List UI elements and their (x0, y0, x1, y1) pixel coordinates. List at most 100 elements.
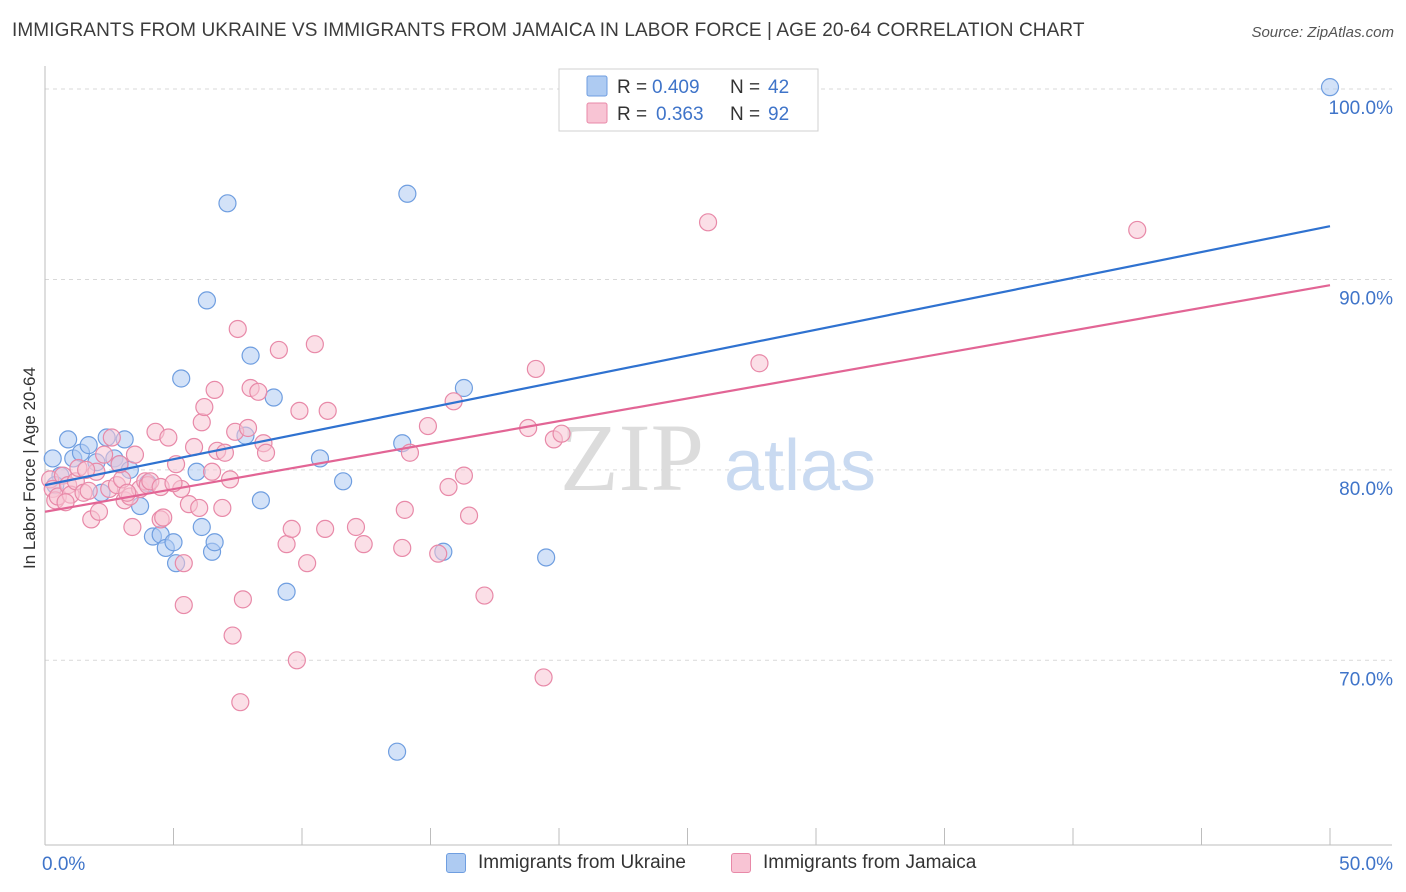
point-ukraine (59, 430, 78, 449)
watermark-atlas: atlas (724, 426, 876, 506)
legend-swatch-ukraine (586, 75, 608, 97)
point-jamaica (233, 590, 252, 609)
legend-n-label-jamaica: N = (730, 104, 760, 125)
legend-n-value-jamaica: 92 (768, 104, 789, 125)
point-jamaica (205, 380, 224, 400)
legend-label-jamaica: Immigrants from Jamaica (763, 852, 977, 873)
point-jamaica (195, 397, 214, 417)
legend-label-ukraine: Immigrants from Ukraine (478, 852, 686, 873)
point-ukraine (79, 436, 98, 455)
point-ukraine (164, 533, 183, 552)
point-ukraine (387, 742, 407, 761)
point-jamaica (750, 354, 769, 373)
source-label: Source: ZipAtlas.com (1251, 24, 1394, 41)
point-jamaica (231, 693, 250, 712)
point-jamaica (190, 498, 209, 518)
point-jamaica (102, 428, 121, 447)
point-jamaica (89, 502, 109, 521)
point-jamaica (79, 481, 98, 500)
grid-layer (45, 88, 1392, 661)
point-jamaica (316, 519, 335, 539)
point-jamaica (318, 401, 337, 420)
point-ukraine (1320, 78, 1340, 97)
point-ukraine (197, 291, 217, 310)
point-jamaica (354, 535, 373, 554)
y-tick-label: 100.0% (1329, 98, 1394, 119)
watermark: ZIP atlas (560, 404, 876, 511)
point-jamaica (213, 498, 232, 518)
point-ukraine (334, 472, 353, 491)
point-ukraine (398, 184, 417, 203)
axis-layer (44, 66, 1392, 846)
tick-labels: 70.0% 80.0% 90.0% 100.0% 0.0% 50.0% (42, 98, 1393, 875)
point-jamaica (256, 443, 276, 462)
chart-title: IMMIGRANTS FROM UKRAINE VS IMMIGRANTS FR… (12, 20, 1085, 41)
legend-swatch-jamaica (586, 102, 608, 124)
trendline-jamaica (44, 284, 1331, 513)
point-jamaica (269, 340, 288, 360)
x-tick-label: 50.0% (1339, 854, 1393, 875)
point-jamaica (395, 500, 414, 519)
point-jamaica (393, 538, 412, 558)
point-jamaica (223, 626, 242, 645)
point-jamaica (346, 517, 366, 537)
point-jamaica (202, 462, 222, 481)
point-jamaica (249, 382, 268, 401)
legend-n-label-ukraine: N = (730, 77, 760, 98)
point-jamaica (228, 319, 247, 339)
point-ukraine (264, 388, 283, 407)
point-jamaica (95, 445, 114, 464)
point-jamaica (287, 651, 306, 670)
point-jamaica (439, 477, 458, 497)
point-ukraine (241, 346, 260, 365)
point-jamaica (459, 506, 479, 525)
point-ukraine (277, 582, 296, 601)
legend-top: R = 0.409 N = 42 R = 0.363 N = 92 (558, 68, 819, 132)
trendline-ukraine (44, 225, 1331, 487)
point-jamaica (125, 445, 145, 464)
watermark-zip: ZIP (560, 404, 704, 511)
point-jamaica (305, 335, 324, 354)
point-ukraine (172, 369, 191, 388)
legend-n-value-ukraine: 42 (768, 77, 789, 98)
point-jamaica (534, 668, 553, 687)
point-jamaica (298, 554, 317, 573)
point-jamaica (429, 544, 448, 563)
legend-r-label-jamaica: R = (617, 104, 647, 125)
y-tick-label: 80.0% (1339, 479, 1393, 500)
trend-layer (44, 225, 1331, 513)
point-jamaica (290, 401, 309, 420)
points-layer (41, 78, 1340, 761)
legend-item-ukraine: Immigrants from Ukraine (446, 852, 686, 874)
point-jamaica (174, 595, 193, 615)
legend-swatch-jamaica-bottom (731, 853, 751, 873)
point-jamaica (174, 554, 193, 573)
point-jamaica (552, 424, 571, 443)
point-jamaica (282, 519, 301, 539)
point-jamaica (192, 413, 211, 432)
y-tick-label: 90.0% (1339, 288, 1393, 309)
point-jamaica (277, 535, 296, 554)
point-jamaica (238, 418, 258, 438)
point-ukraine (537, 548, 556, 567)
legend-bottom: Immigrants from Ukraine Immigrants from … (0, 848, 1406, 882)
point-ukraine (187, 462, 206, 481)
legend-r-label-ukraine: R = (617, 77, 647, 98)
point-ukraine (218, 194, 237, 213)
legend-swatch-ukraine-bottom (446, 853, 466, 873)
point-jamaica (154, 508, 173, 527)
legend-r-value-jamaica: 0.363 (656, 104, 704, 125)
point-jamaica (159, 428, 178, 447)
point-jamaica (123, 517, 142, 537)
point-ukraine (454, 378, 474, 398)
point-jamaica (526, 359, 545, 379)
point-ukraine (251, 491, 270, 510)
point-jamaica (418, 416, 438, 436)
point-jamaica (77, 460, 96, 479)
point-jamaica (454, 466, 474, 485)
y-axis-label: In Labor Force | Age 20-64 (20, 367, 39, 569)
x-tick-label: 0.0% (42, 854, 85, 875)
point-jamaica (1128, 220, 1147, 240)
point-ukraine (192, 517, 211, 537)
